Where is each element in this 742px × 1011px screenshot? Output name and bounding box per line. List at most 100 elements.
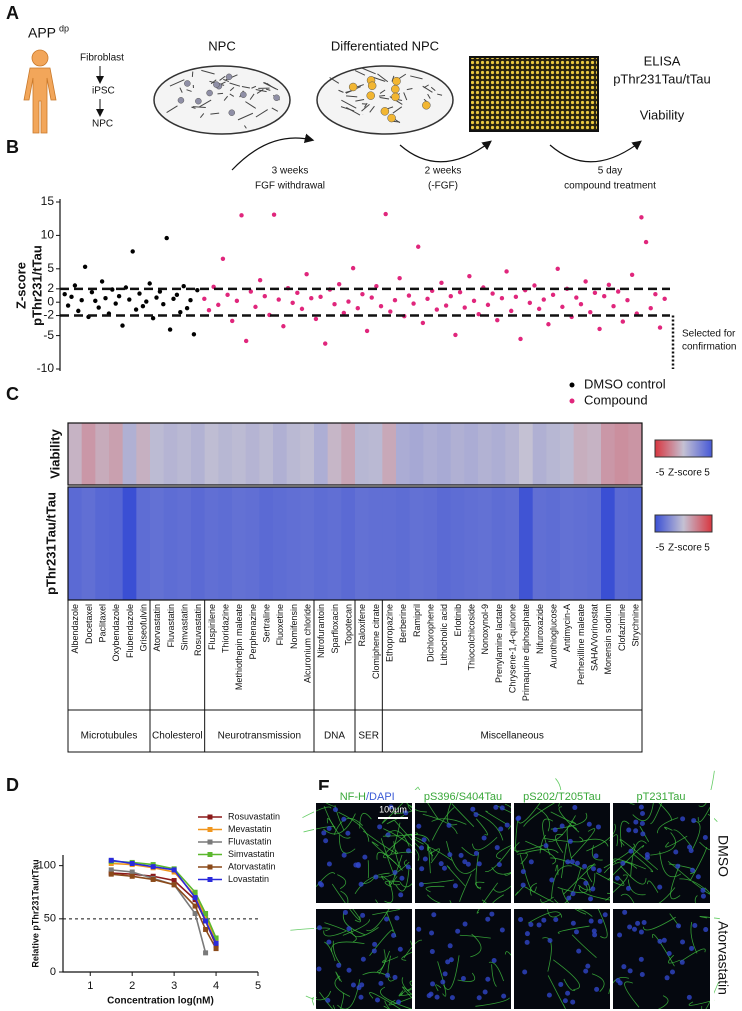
neurite [563,978,576,991]
panel-a: A APP dp Fibroblast iPSC NPC NPC Differe… [6,3,711,192]
heatmap-cell [423,487,438,600]
y-tick-label: -2 [43,308,54,322]
nucleus [403,810,409,816]
data-point [439,280,444,286]
nucleus [680,939,686,945]
neurite [338,811,370,842]
neurite [555,864,559,876]
nucleus [377,824,383,830]
nucleus [565,990,571,996]
heatmap-cell [218,487,233,600]
column-label: SAHA/Vorinostat [590,604,600,672]
column-label: Thioridazine [221,604,231,653]
heatmap-cell [546,423,561,485]
neurite [302,806,332,819]
series-line [111,860,217,939]
heatmap-cell [573,423,588,485]
neurite [186,89,192,92]
cell-body [391,92,400,102]
neurite [527,911,563,924]
data-point [82,264,88,269]
data-point [271,212,277,217]
legend-label: Mevastatin [228,824,272,834]
heatmap-cell [341,487,356,600]
neurite [219,75,226,81]
neurite [470,933,482,958]
heatmap-cell [218,423,233,485]
panel-letter: C [6,384,19,404]
nucleus [543,843,549,849]
nucleus [485,916,491,922]
y-axis-label: pThr231/tTau [29,245,44,326]
nucleus [336,962,342,968]
cell-body [228,109,236,116]
nucleus [373,874,379,880]
nucleus [482,989,488,995]
data-point [490,291,495,296]
scale-bar-label: 100μm [379,804,407,814]
nucleus [570,891,576,897]
nucleus [640,831,646,837]
cell-body [367,81,377,91]
y-tick-label: -5 [43,328,54,342]
legend-marker [207,852,213,857]
neurite [388,854,403,886]
nucleus [419,866,425,872]
nucleus [639,972,645,978]
data-point [164,235,169,241]
neurite [338,834,356,854]
neurite [525,848,559,854]
data-point [536,306,542,312]
data-point [144,299,149,304]
readout-label: ELISA [644,53,681,68]
neurite [305,990,332,1001]
nucleus [565,859,571,865]
data-point [213,940,219,946]
data-point [150,864,156,870]
column-label: Fluoxetine [275,604,285,646]
data-point [341,310,347,316]
heatmap-cell [327,487,342,600]
row-label: Viability [47,428,62,478]
heatmap-cell [177,487,192,600]
neurite [271,107,279,112]
neurite [475,997,510,1007]
neurite [350,927,379,938]
heatmap-cell [232,487,247,600]
data-point [653,291,658,297]
data-point [388,309,393,314]
data-point [129,861,135,867]
column-label: Prenylamine lactate [494,604,504,683]
nucleus [570,999,576,1005]
data-point [243,338,249,344]
nucleus [695,874,701,880]
nucleus [627,924,633,930]
neurite [334,975,351,997]
data-point [178,310,183,315]
neurite [388,996,415,1006]
nucleus [626,827,632,833]
nucleus [321,830,327,836]
neurite [404,834,430,842]
nucleus [489,911,495,917]
data-point [257,277,263,283]
data-point [304,271,309,277]
heatmap-cell [259,487,274,600]
neurite [398,990,404,997]
neurite [431,807,455,841]
data-point [113,301,118,306]
neurite [354,70,366,76]
nucleus [559,823,565,829]
group-label: Cholesterol [152,731,203,742]
neurite [359,812,372,829]
data-point [108,867,114,873]
nucleus [405,864,411,870]
nucleus [447,852,453,858]
column-label: Dichlorophene [426,604,436,662]
nucleus [635,920,641,926]
data-point [253,304,258,310]
neurite [670,864,681,900]
data-point [69,294,74,300]
nucleus [358,994,364,1000]
data-point [192,895,198,901]
